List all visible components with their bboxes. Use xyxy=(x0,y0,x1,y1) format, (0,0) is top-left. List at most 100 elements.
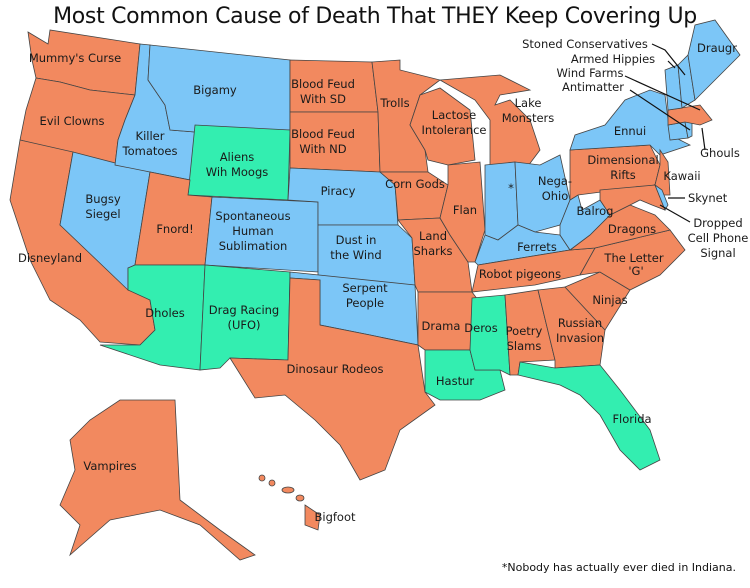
label-nm-2: (UFO) xyxy=(227,318,260,332)
label-va: Dragons xyxy=(608,222,656,236)
footnote: *Nobody has actually ever died in Indian… xyxy=(501,561,736,574)
label-id-2: Tomatoes xyxy=(122,144,178,158)
label-fl: Florida xyxy=(612,412,651,426)
label-ok-1: Serpent xyxy=(342,281,388,295)
state-hi[interactable] xyxy=(258,474,321,531)
label-sd-2: With ND xyxy=(299,142,346,156)
label-id-1: Killer xyxy=(136,129,165,143)
label-ny: Ennui xyxy=(614,124,646,138)
label-wi-2: Intolerance xyxy=(422,123,487,137)
label-nd-1: Blood Feud xyxy=(291,77,355,91)
label-ky: Ferrets xyxy=(517,240,557,254)
label-ut: Fnord! xyxy=(156,222,193,236)
label-ct: Antimatter xyxy=(562,80,624,94)
label-ma: Wind Farms xyxy=(557,66,624,80)
state-me[interactable] xyxy=(687,19,741,101)
label-nc-2: 'G' xyxy=(628,264,643,278)
label-ok-2: People xyxy=(346,296,384,310)
svg-text:Drag Racing(UFO): Drag Racing (UFO) xyxy=(209,303,279,332)
label-wy-1: Aliens xyxy=(220,150,255,164)
label-nm-1: Drag Racing xyxy=(209,303,279,317)
state-fl[interactable] xyxy=(517,361,661,471)
label-oh-1: Nega- xyxy=(538,174,572,188)
label-ga-1: Russian xyxy=(558,316,602,330)
label-nj: Kawaii xyxy=(663,169,700,183)
label-nv-1: Bugsy xyxy=(85,192,120,206)
label-nd-2: With SD xyxy=(300,92,346,106)
label-md-1: Dropped xyxy=(693,216,742,230)
label-pa-2: Rifts xyxy=(610,168,636,182)
label-oh-2: Ohio xyxy=(542,189,569,203)
label-nh: Stoned Conservatives xyxy=(522,37,648,51)
label-mi-1: Lake xyxy=(515,96,542,110)
label-ga-2: Invasion xyxy=(556,331,604,345)
label-ak: Vampires xyxy=(83,459,136,473)
state-tx[interactable] xyxy=(229,277,436,481)
label-ks-2: the Wind xyxy=(330,248,381,262)
label-al-1: Poetry xyxy=(506,324,543,338)
label-wi-1: Lactose xyxy=(432,108,476,122)
label-co-3: Sublimation xyxy=(219,239,288,253)
state-ma[interactable] xyxy=(667,104,713,126)
label-pa-1: Dimensional xyxy=(587,153,658,167)
label-nv-2: Siegel xyxy=(85,207,120,221)
label-ne: Piracy xyxy=(321,184,356,198)
label-ms: Deros xyxy=(464,321,497,335)
label-de: Skynet xyxy=(688,191,728,205)
label-al-2: Slams xyxy=(507,339,542,353)
label-in: * xyxy=(508,181,514,195)
label-sd-1: Blood Feud xyxy=(291,127,355,141)
label-sc: Ninjas xyxy=(592,293,627,307)
label-ia: Corn Gods xyxy=(385,177,445,191)
svg-text:The Letter'G': The Letter 'G' xyxy=(603,251,663,278)
label-la: Hastur xyxy=(436,374,474,388)
label-tx: Dinosaur Rodeos xyxy=(287,362,384,376)
state-mi[interactable] xyxy=(438,74,541,171)
state-de[interactable] xyxy=(654,183,669,211)
label-wy-2: Wih Moogs xyxy=(206,165,269,179)
label-mi-2: Monsters xyxy=(502,111,555,125)
label-mt: Bigamy xyxy=(193,83,237,97)
label-vt: Armed Hippies xyxy=(571,52,655,66)
state-ak[interactable] xyxy=(59,399,256,561)
label-ca: Disneyland xyxy=(18,251,82,265)
label-md-3: Signal xyxy=(700,246,735,260)
label-az: Dholes xyxy=(145,306,184,320)
map-title: Most Common Cause of Death That THEY Kee… xyxy=(53,4,697,29)
state-il[interactable] xyxy=(439,161,486,263)
label-nc-1: The Letter xyxy=(603,251,663,265)
leader-lines xyxy=(624,43,706,223)
label-mo-2: Sharks xyxy=(413,244,452,258)
label-ar: Drama xyxy=(422,319,461,333)
label-wv: Balrog xyxy=(577,204,614,218)
state-labels: Mummy's Curse Evil Clowns Disneyland Bug… xyxy=(18,37,748,524)
label-mo-1: Land xyxy=(419,229,447,243)
label-il: Flan xyxy=(453,203,477,217)
label-ri: Ghouls xyxy=(700,146,740,160)
label-or: Evil Clowns xyxy=(39,114,104,128)
state-ms[interactable] xyxy=(469,294,511,376)
label-hi: Bigfoot xyxy=(314,510,356,524)
svg-text:Nega-Ohio: Nega-Ohio xyxy=(538,174,572,203)
label-tn: Robot pigeons xyxy=(479,267,561,281)
label-me: Draugr xyxy=(697,41,737,55)
label-wa: Mummy's Curse xyxy=(29,51,121,65)
label-co-2: Human xyxy=(232,224,273,238)
label-md-2: Cell Phone xyxy=(688,231,749,245)
label-co-1: Spontaneous xyxy=(215,209,290,223)
